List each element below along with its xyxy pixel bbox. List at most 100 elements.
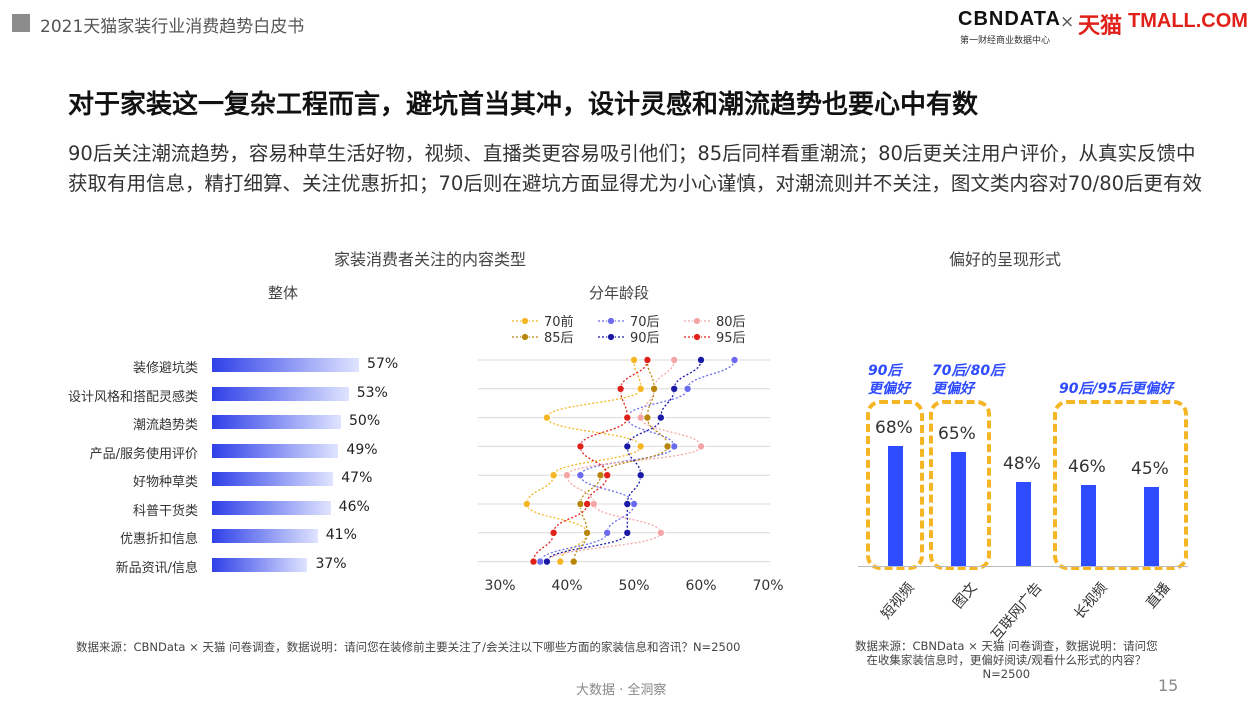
series-point xyxy=(623,442,632,451)
overall-bar xyxy=(212,557,308,572)
overall-category-label: 装修避坑类 xyxy=(132,361,198,376)
overall-bar xyxy=(212,415,341,429)
series-point xyxy=(650,384,659,393)
series-point xyxy=(603,528,612,537)
series-point xyxy=(629,356,638,365)
series-point xyxy=(549,471,558,480)
tmall-logo-cn: 天猫 xyxy=(1078,14,1123,39)
overall-bar xyxy=(212,358,360,372)
legend-label: 80后 xyxy=(716,315,746,330)
overall-category-label: 优惠折扣信息 xyxy=(119,532,198,547)
x-tick-label: 40% xyxy=(551,578,582,594)
report-title: 2021天猫家装行业消费趋势白皮书 xyxy=(40,17,305,37)
series-point xyxy=(643,413,652,422)
overall-category-label: 新品资讯/信息 xyxy=(115,560,198,576)
series-point xyxy=(529,557,538,566)
cbndata-logo-subtitle: 第一财经商业数据中心 xyxy=(960,36,1051,46)
cbndata-logo: CBNDATA xyxy=(958,8,1061,30)
preference-bar-value: 48% xyxy=(1003,453,1041,474)
preference-bar-value: 65% xyxy=(938,423,976,444)
series-point xyxy=(670,356,679,365)
overall-bar-value: 46% xyxy=(338,498,370,515)
series-point xyxy=(696,356,705,365)
preference-bar xyxy=(1143,486,1159,566)
summary-text: 90后关注潮流趋势，容易种草生活好物，视频、直播类更容易吸引他们；85后同样看重… xyxy=(68,142,1203,195)
page-number: 15 xyxy=(1158,676,1179,695)
preference-bar-value: 46% xyxy=(1068,457,1106,478)
preference-bar xyxy=(1080,485,1096,566)
overall-bar-value: 49% xyxy=(346,441,378,458)
x-tick-label: 70% xyxy=(752,578,783,594)
x-tick-label: 30% xyxy=(484,578,515,594)
series-point xyxy=(636,413,645,422)
series-point xyxy=(576,499,585,508)
footer-tagline: 大数据 · 全洞察 xyxy=(576,683,667,698)
callout-70-80: 70后/80后 更偏好 xyxy=(932,363,1005,397)
series-point xyxy=(583,528,592,537)
right-chart-title: 偏好的呈现形式 xyxy=(949,250,1062,269)
series-point xyxy=(670,442,679,451)
series-line xyxy=(526,359,642,562)
age-dot-chart: 70前 70后 80后 85后 90后 95后 30% 40% 50% 60% 70% xyxy=(478,314,784,594)
overall-bar-value: 53% xyxy=(356,384,388,401)
series-point xyxy=(549,528,558,537)
series-point xyxy=(569,557,578,566)
series-point xyxy=(656,528,665,537)
overall-bar xyxy=(212,472,334,486)
series-point xyxy=(683,384,692,393)
series-point xyxy=(522,499,531,508)
callout-90-95: 90后/95后更偏好 xyxy=(1059,381,1174,397)
series-point xyxy=(636,384,645,393)
preference-bar-value: 45% xyxy=(1131,458,1169,479)
legend-marker xyxy=(607,333,615,341)
preference-bar xyxy=(887,446,903,566)
series-point xyxy=(663,442,672,451)
left-chart-title: 家装消费者关注的内容类型 xyxy=(334,250,527,269)
legend-marker xyxy=(607,317,615,325)
series-point xyxy=(730,356,739,365)
legend-label: 85后 xyxy=(544,331,574,346)
series-point xyxy=(576,442,585,451)
preference-bar xyxy=(1015,481,1031,566)
overall-category-label: 潮流趋势类 xyxy=(132,418,198,433)
legend-label: 70后 xyxy=(630,315,660,330)
overall-category-label: 产品/服务使用评价 xyxy=(89,446,198,462)
series-point xyxy=(636,471,645,480)
legend-marker xyxy=(693,333,701,341)
callout-90: 90后 更偏好 xyxy=(868,363,910,397)
preference-bar-value: 68% xyxy=(875,418,913,439)
series-point xyxy=(542,413,551,422)
overall-category-label: 好物种草类 xyxy=(132,475,198,490)
legend-marker xyxy=(521,317,529,325)
overall-bar xyxy=(212,529,318,543)
series-point xyxy=(556,557,565,566)
series-point xyxy=(670,384,679,393)
highlight-box-short-video xyxy=(866,400,924,570)
series-point xyxy=(629,499,638,508)
preference-bar xyxy=(950,451,966,566)
overall-bar-value: 37% xyxy=(315,555,347,572)
series-point xyxy=(596,471,605,480)
logo-separator: × xyxy=(1060,12,1075,32)
overall-bar-value: 41% xyxy=(325,527,357,543)
series-point xyxy=(623,413,632,422)
legend-marker xyxy=(693,317,701,325)
series-point xyxy=(589,499,598,508)
overall-bar xyxy=(212,386,349,401)
series-point xyxy=(583,499,592,508)
series-point xyxy=(563,471,572,480)
header-square-icon xyxy=(12,14,30,32)
series-point xyxy=(643,356,652,365)
highlight-box-image-text xyxy=(929,400,991,570)
x-tick-label: 50% xyxy=(618,578,649,594)
overall-bar xyxy=(212,500,331,515)
overall-bar-value: 47% xyxy=(341,470,373,486)
legend-marker xyxy=(521,333,529,341)
series-point xyxy=(623,499,632,508)
highlight-box-video-live xyxy=(1053,400,1188,570)
legend-label: 70前 xyxy=(544,314,574,330)
overall-bar xyxy=(212,443,339,458)
series-point xyxy=(656,413,665,422)
series-point xyxy=(616,384,625,393)
x-tick-label: 60% xyxy=(685,578,716,594)
